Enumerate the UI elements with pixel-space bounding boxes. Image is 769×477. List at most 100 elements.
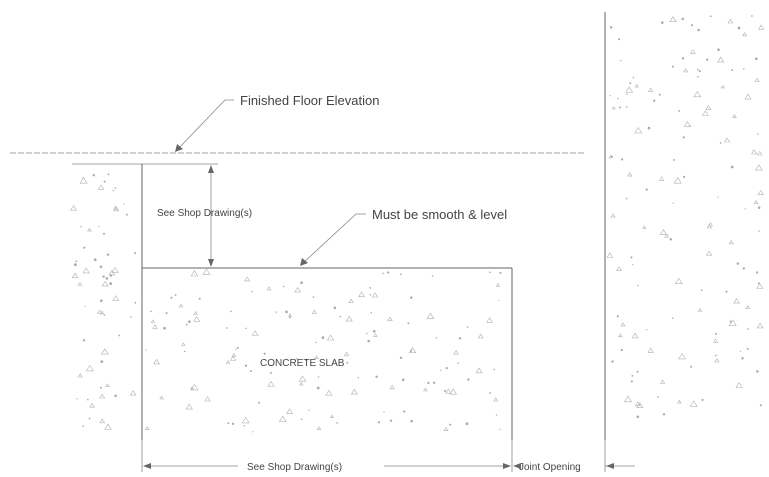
aggregate-speck	[288, 313, 293, 317]
aggregate-speck	[326, 334, 335, 341]
aggregate-speck	[634, 126, 643, 134]
aggregate-speck	[700, 289, 703, 292]
aggregate-speck	[443, 427, 449, 432]
aggregate-speck	[662, 413, 666, 416]
aggregate-speck	[245, 327, 247, 330]
aggregate-speck	[733, 298, 741, 304]
aggregate-speck	[153, 358, 161, 365]
aggregate-speck	[103, 180, 106, 183]
aggregate-speck	[690, 24, 694, 27]
aggregate-speck	[634, 401, 641, 406]
aggregate-speck	[114, 187, 117, 189]
aggregate-speck	[458, 337, 462, 340]
aggregate-speck	[263, 352, 266, 355]
aggregate-speck	[100, 348, 109, 355]
aggregate-speck	[712, 338, 719, 343]
aggregate-speck	[630, 380, 633, 383]
aggregate-speck	[754, 77, 760, 82]
aggregate-speck	[754, 57, 758, 61]
aggregate-speck	[100, 386, 102, 389]
aggregate-speck	[671, 317, 674, 319]
aggregate-speck	[756, 322, 764, 329]
aggregate-speck	[432, 381, 436, 384]
aggregate-speck	[97, 309, 103, 314]
aggregate-speck	[85, 364, 94, 372]
aggregate-speck	[445, 367, 448, 370]
aggregate-speck	[672, 158, 675, 161]
aggregate-speck	[348, 298, 354, 303]
aggregate-speck	[315, 341, 317, 344]
concrete-aggregate-texture	[70, 15, 765, 433]
aggregate-speck	[165, 312, 168, 315]
aggregate-speck	[145, 349, 147, 351]
aggregate-speck	[410, 296, 413, 299]
aggregate-speck	[427, 381, 430, 385]
aggregate-speck	[499, 271, 502, 274]
aggregate-speck	[730, 165, 734, 169]
aggregate-speck	[92, 174, 95, 177]
aggregate-speck	[659, 229, 668, 235]
aggregate-speck	[113, 205, 118, 210]
aggregate-speck	[631, 374, 634, 377]
aggregate-speck	[453, 349, 459, 355]
aggregate-speck	[671, 65, 674, 68]
aggregate-speck	[230, 310, 232, 313]
aggregate-speck	[683, 68, 689, 73]
aggregate-speck	[387, 316, 393, 321]
aggregate-speck	[620, 322, 626, 327]
aggregate-speck	[134, 252, 136, 255]
aggregate-speck	[747, 328, 749, 330]
aggregate-speck	[701, 110, 709, 116]
aggregate-speck	[745, 305, 751, 310]
aggregate-speck	[636, 370, 639, 373]
joint-dim-arrow-right	[606, 463, 614, 469]
aggregate-speck	[736, 262, 740, 265]
aggregate-speck	[717, 196, 719, 198]
aggregate-speck	[739, 350, 742, 353]
aggregate-speck	[111, 266, 119, 273]
aggregate-speck	[689, 400, 698, 407]
aggregate-speck	[106, 253, 110, 256]
aggregate-speck	[316, 426, 322, 431]
aggregate-speck	[495, 414, 498, 416]
aggregate-speck	[298, 375, 307, 382]
aggregate-speck	[642, 225, 647, 229]
aggregate-speck	[114, 394, 117, 398]
aggregate-speck	[732, 114, 737, 118]
aggregate-speck	[657, 396, 659, 398]
joint-opening-label: Joint Opening	[519, 462, 581, 473]
aggregate-speck	[720, 84, 725, 89]
aggregate-speck	[357, 377, 359, 379]
aggregate-speck	[653, 99, 656, 102]
aggregate-speck	[163, 326, 166, 330]
aggregate-speck	[620, 60, 622, 62]
aggregate-speck	[104, 423, 112, 430]
aggregate-speck	[445, 388, 452, 394]
aggregate-speck	[741, 357, 744, 360]
aggregate-speck	[719, 142, 722, 144]
aggregate-speck	[731, 69, 734, 71]
aggregate-speck	[616, 266, 623, 272]
aggregate-speck	[75, 260, 78, 263]
aggregate-speck	[742, 32, 748, 37]
aggregate-speck	[757, 133, 759, 135]
aggregate-speck	[383, 411, 385, 413]
aggregate-speck	[717, 56, 725, 63]
aggregate-speck	[82, 425, 84, 427]
aggregate-speck	[109, 282, 113, 285]
aggregate-speck	[225, 360, 231, 364]
aggregate-speck	[80, 226, 82, 228]
aggregate-speck	[185, 403, 193, 410]
aggregate-speck	[77, 281, 83, 286]
horizontal-dim-arrow-right	[503, 463, 511, 469]
aggregate-speck	[100, 299, 103, 303]
aggregate-speck	[750, 149, 758, 155]
aggregate-speck	[706, 58, 709, 61]
aggregate-speck	[727, 18, 734, 24]
aggregate-speck	[285, 310, 288, 314]
aggregate-speck	[618, 38, 621, 41]
aggregate-speck	[658, 176, 665, 181]
aggregate-speck	[345, 315, 353, 322]
shop-drawing-vertical-label: See Shop Drawing(s)	[157, 208, 252, 219]
aggregate-speck	[609, 26, 613, 29]
